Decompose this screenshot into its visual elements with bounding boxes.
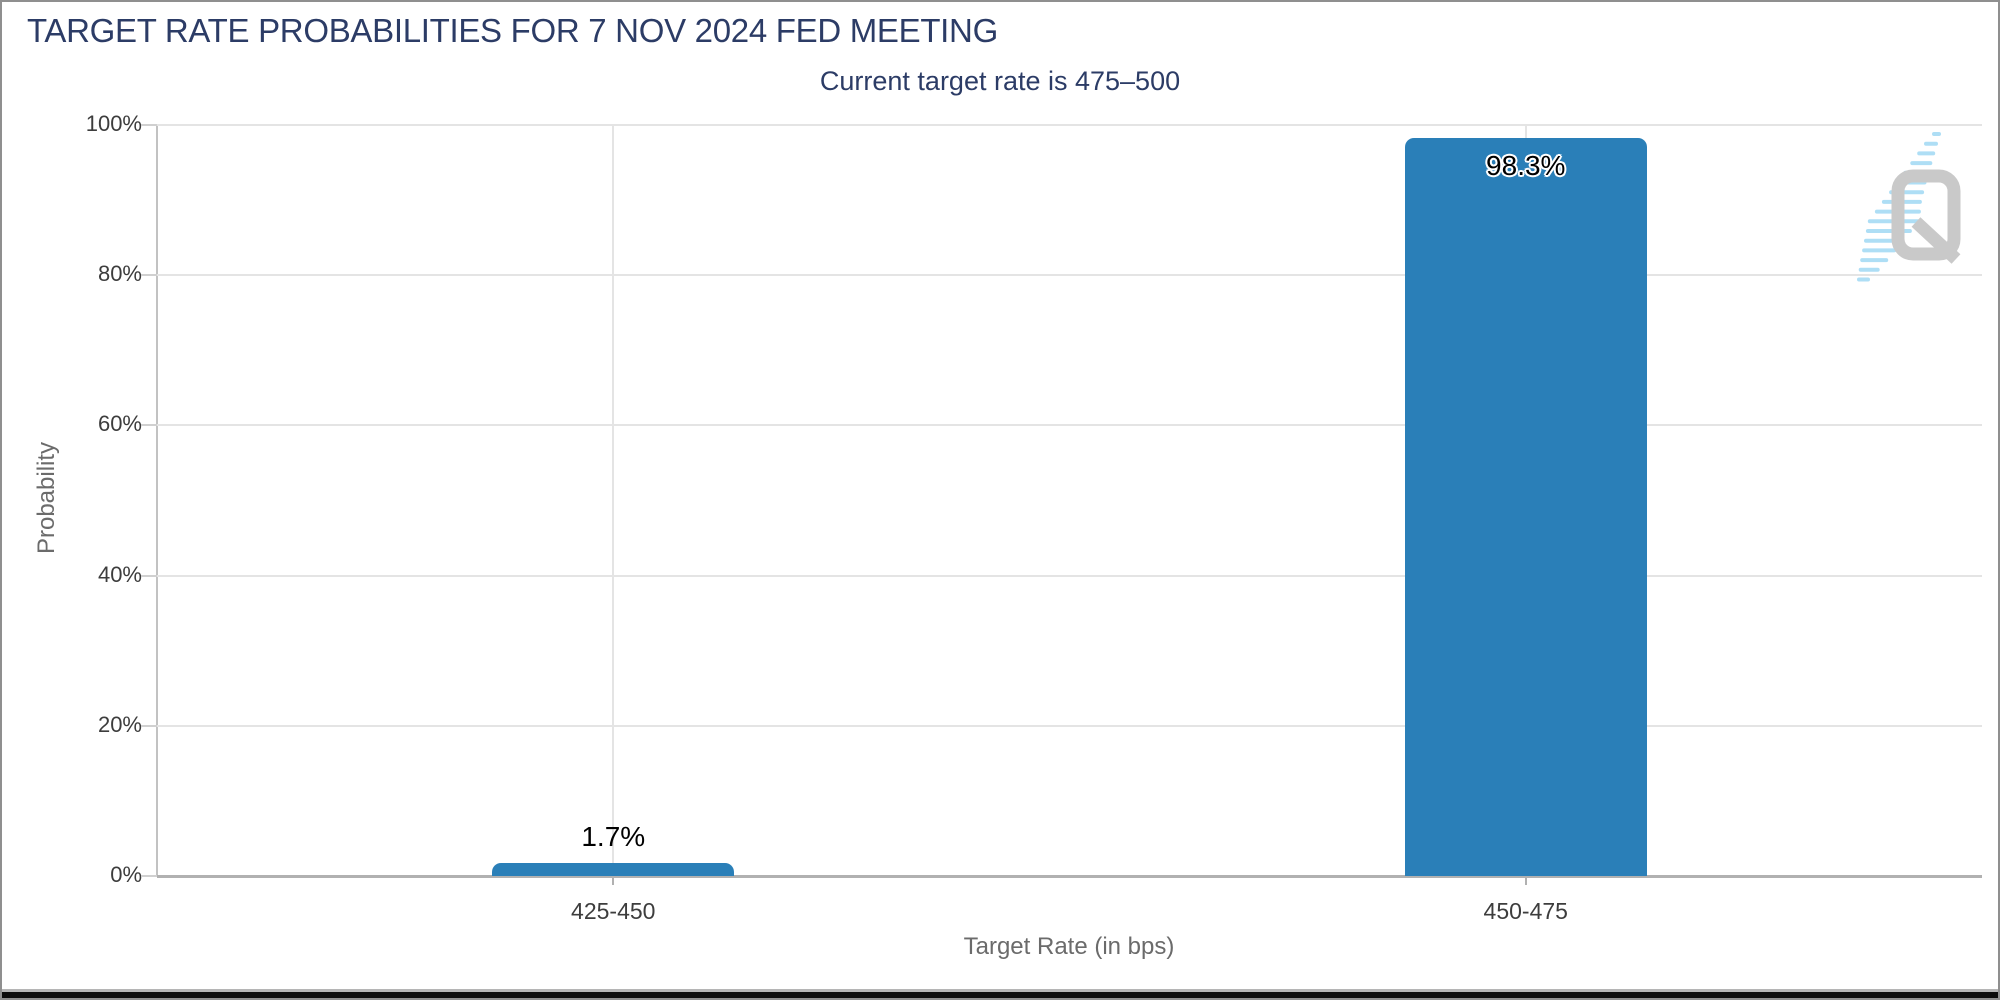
x-tick-label: 450-475 [1483, 898, 1568, 924]
x-axis-line [157, 875, 1982, 878]
y-axis-title: Probability [33, 441, 60, 555]
y-tick-label: 60% [97, 411, 142, 437]
x-axis-title: Target Rate (in bps) [963, 933, 1175, 960]
chart-subtitle: Current target rate is 475–500 [819, 66, 1181, 96]
bottom-border-gray [2, 989, 1998, 992]
y-tick-mark [141, 875, 157, 877]
plot-area: 1.7% 98.3% [156, 124, 1982, 878]
y-gridline [157, 724, 1982, 727]
y-tick-mark [141, 424, 157, 427]
probability-bar[interactable] [1404, 137, 1647, 876]
y-tick-label: 100% [85, 111, 142, 136]
y-gridline [157, 124, 1982, 126]
x-tick-mark [1524, 876, 1527, 885]
y-tick-mark [141, 574, 157, 577]
chart-title: TARGET RATE PROBABILITIES FOR 7 NOV 2024… [27, 12, 998, 49]
bottom-border-black [2, 992, 1998, 998]
y-gridline [157, 574, 1982, 577]
y-tick-label: 20% [97, 711, 142, 737]
y-gridline [157, 424, 1982, 427]
y-tick-label: 0% [110, 862, 142, 887]
x-tick-mark [612, 876, 615, 885]
x-gridline [612, 125, 615, 876]
y-tick-mark [141, 274, 157, 277]
y-tick-mark [141, 124, 157, 126]
q-letter [1891, 169, 1961, 264]
y-tick-mark [141, 724, 157, 727]
x-tick-label: 425-450 [571, 898, 656, 924]
probability-bar[interactable] [492, 863, 735, 876]
bar-value-label: 98.3% [1486, 149, 1566, 181]
y-tick-label: 80% [97, 261, 142, 287]
y-axis-line [156, 125, 158, 876]
y-gridline [157, 274, 1982, 277]
bar-value-label: 1.7% [581, 821, 646, 853]
y-tick-label: 40% [97, 561, 142, 587]
q-logo-watermark [1857, 132, 1961, 282]
